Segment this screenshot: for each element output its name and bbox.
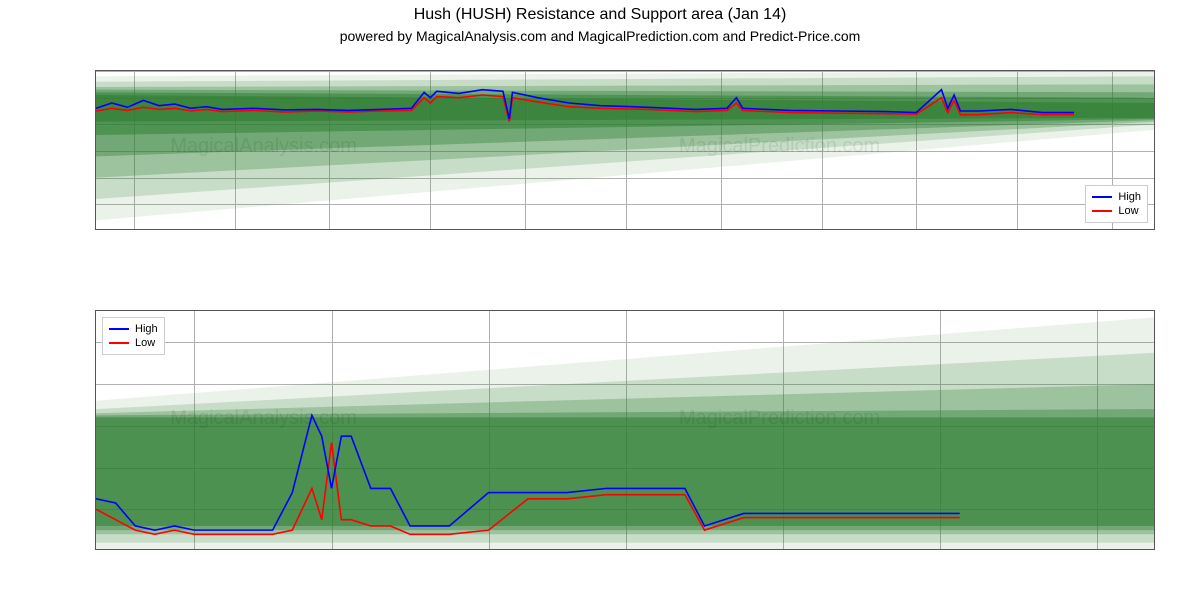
legend-swatch — [1092, 196, 1112, 198]
figure-subtitle: powered by MagicalAnalysis.com and Magic… — [0, 24, 1200, 44]
legend-label: Low — [135, 336, 155, 350]
figure-container: Hush (HUSH) Resistance and Support area … — [0, 0, 1200, 600]
legend-swatch — [1092, 210, 1112, 212]
legend-label: Low — [1118, 204, 1138, 218]
legend-item: High — [109, 322, 158, 336]
chart-top-plot-area: Price Date −0.20−0.15−0.10−0.050.000.050… — [95, 70, 1155, 230]
legend-item: Low — [109, 336, 158, 350]
low-line — [96, 442, 960, 534]
high-line — [96, 415, 960, 530]
figure-title: Hush (HUSH) Resistance and Support area … — [0, 0, 1200, 24]
price-lines — [96, 311, 1155, 550]
legend-swatch — [109, 342, 129, 344]
legend-item: Low — [1092, 204, 1141, 218]
high-line — [96, 90, 1074, 119]
legend-item: High — [1092, 190, 1141, 204]
chart-bottom-plot-area: Price Date 0.000.020.040.060.080.102024-… — [95, 310, 1155, 550]
legend-swatch — [109, 328, 129, 330]
legend: HighLow — [102, 317, 165, 355]
legend-label: High — [1118, 190, 1141, 204]
legend-label: High — [135, 322, 158, 336]
legend: HighLow — [1085, 185, 1148, 223]
price-lines — [96, 71, 1155, 230]
